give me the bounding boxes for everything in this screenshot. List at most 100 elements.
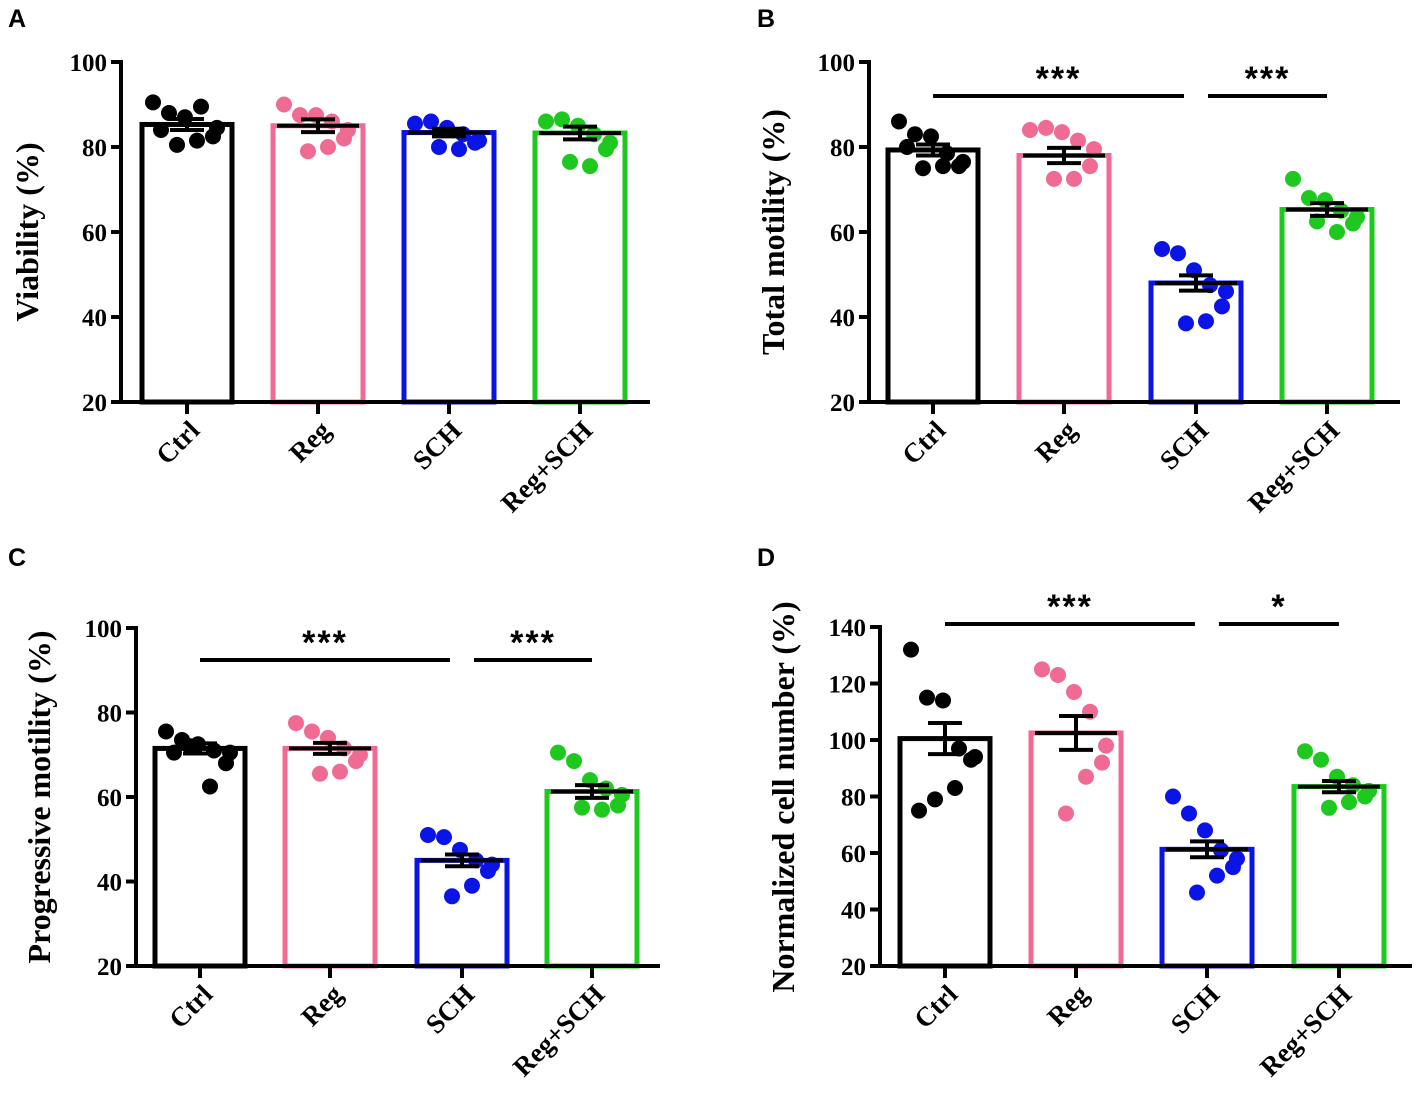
y-axis-title: Normalized cell number (%) xyxy=(765,601,801,992)
data-point xyxy=(276,96,292,113)
y-tick-label: 20 xyxy=(82,390,107,417)
data-point xyxy=(218,755,234,772)
significance-label: * xyxy=(1271,588,1286,626)
data-point xyxy=(610,797,626,814)
y-tick-label: 80 xyxy=(830,135,855,162)
data-point xyxy=(436,829,452,846)
y-tick-label: 80 xyxy=(97,701,122,728)
data-point xyxy=(935,158,951,175)
data-point xyxy=(202,778,218,795)
data-point xyxy=(1066,170,1082,187)
panel-letter: B xyxy=(757,5,775,33)
bar-reg+sch xyxy=(532,130,628,405)
data-point xyxy=(899,139,915,155)
data-point xyxy=(1022,122,1038,138)
data-point xyxy=(332,763,348,780)
y-tick-label: 40 xyxy=(97,870,122,897)
bar-reg xyxy=(1016,153,1112,405)
data-point xyxy=(320,139,336,155)
data-point xyxy=(550,744,566,761)
data-point xyxy=(444,888,460,905)
significance-label: *** xyxy=(1036,60,1082,98)
data-point xyxy=(919,689,935,706)
significance-label: *** xyxy=(302,624,348,662)
data-point xyxy=(1038,119,1054,136)
significance-label: *** xyxy=(1047,588,1093,626)
y-tick-label: 40 xyxy=(82,305,107,332)
bar-reg xyxy=(282,745,378,969)
x-tick-label: Reg+SCH xyxy=(1242,415,1345,518)
data-point xyxy=(1181,805,1197,822)
y-tick-label: 40 xyxy=(830,305,855,332)
data-point xyxy=(1218,283,1234,300)
data-point xyxy=(554,111,570,128)
y-tick-label: 100 xyxy=(70,50,108,77)
y-tick-label: 100 xyxy=(829,728,867,755)
data-point xyxy=(348,753,364,770)
data-point xyxy=(594,801,610,818)
x-tick-label: SCH xyxy=(407,415,467,475)
x-tick-label: Reg xyxy=(283,415,336,468)
data-point xyxy=(1297,743,1313,760)
bar-ctrl xyxy=(897,736,993,969)
y-tick-label: 60 xyxy=(82,220,107,247)
y-tick-label: 100 xyxy=(818,50,856,77)
panel-a: A Viability (%) 20 40 60 80 100 Ctrl Reg SCH Reg+S… xyxy=(8,5,650,518)
data-point xyxy=(480,862,496,879)
data-point xyxy=(158,723,174,740)
y-tick-label: 120 xyxy=(829,672,867,699)
data-point xyxy=(915,160,931,177)
y-tick-label: 20 xyxy=(97,954,122,981)
data-point xyxy=(1170,245,1186,262)
data-point xyxy=(1178,315,1194,332)
x-tick-label: Reg xyxy=(295,979,348,1032)
data-point xyxy=(1214,298,1230,315)
panel-b: B Total motility (%) 20 40 60 80 100 Ctrl Reg SCH… xyxy=(755,5,1400,518)
x-tick-label: SCH xyxy=(1154,415,1214,475)
data-point xyxy=(1345,215,1361,232)
data-point xyxy=(312,765,328,782)
x-tick-label: Ctrl xyxy=(163,979,218,1034)
data-point xyxy=(935,692,951,709)
data-point xyxy=(431,139,447,155)
data-point xyxy=(598,780,614,797)
data-point xyxy=(193,98,209,115)
bar-reg+sch xyxy=(544,789,640,969)
data-point xyxy=(1066,683,1082,700)
x-tick-label: Reg xyxy=(1041,979,1094,1032)
significance-label: *** xyxy=(510,624,556,662)
data-point xyxy=(903,641,919,658)
data-point xyxy=(1086,141,1102,158)
data-point xyxy=(145,94,161,111)
data-point xyxy=(300,143,316,160)
y-tick-label: 80 xyxy=(841,785,866,812)
y-tick-label: 100 xyxy=(85,616,123,643)
data-point xyxy=(538,113,554,130)
panel-letter: C xyxy=(8,544,26,572)
y-tick-label: 20 xyxy=(841,954,866,981)
y-tick-label: 60 xyxy=(830,220,855,247)
x-tick-label: SCH xyxy=(1165,979,1225,1039)
data-point xyxy=(1225,859,1241,876)
bar-ctrl xyxy=(885,147,981,405)
y-tick-label: 60 xyxy=(97,785,122,812)
data-point xyxy=(1165,788,1181,805)
data-point xyxy=(1189,884,1205,901)
x-tick-label: Ctrl xyxy=(908,979,963,1034)
y-tick-label: 140 xyxy=(829,615,867,642)
data-point xyxy=(911,802,927,819)
y-axis-title: Viability (%) xyxy=(9,142,45,321)
panel-letter: D xyxy=(757,544,775,572)
data-point xyxy=(1054,124,1070,141)
data-point xyxy=(582,158,598,175)
panel-letter: A xyxy=(8,5,26,33)
data-point xyxy=(304,723,320,740)
data-point xyxy=(566,753,582,770)
data-point xyxy=(288,715,304,732)
data-point xyxy=(1154,241,1170,257)
bar-ctrl xyxy=(139,121,235,405)
data-point xyxy=(1209,867,1225,884)
panel-c: C Progressive motility (%) 20 40 60 80 100 Ctrl… xyxy=(8,544,660,1082)
y-axis-title: Total motility (%) xyxy=(755,109,791,355)
data-point xyxy=(907,126,923,143)
